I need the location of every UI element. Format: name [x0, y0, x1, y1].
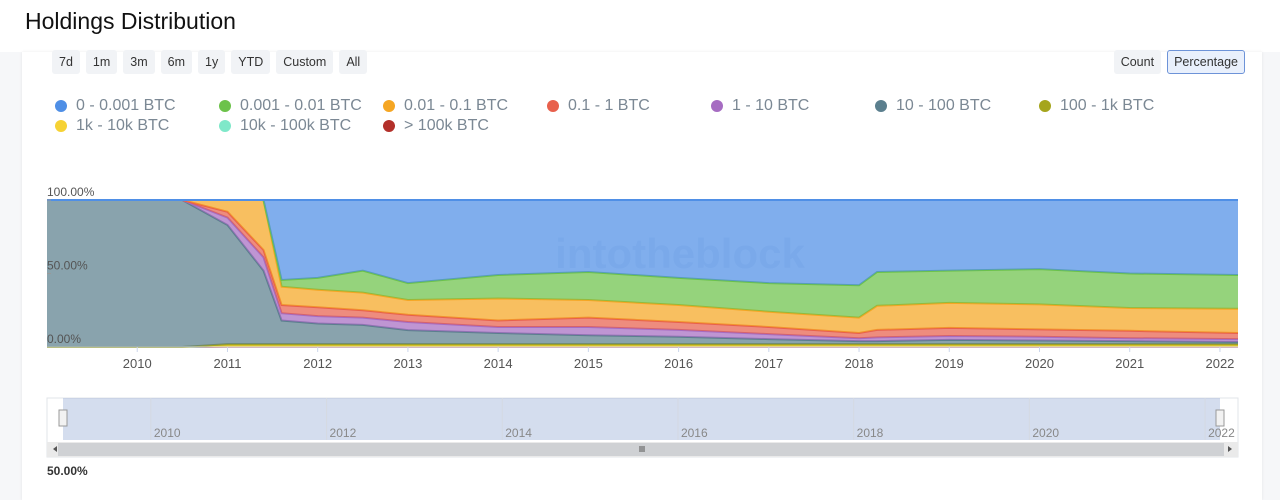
navigator-tick-label: 2020: [1032, 426, 1059, 440]
x-tick-label: 2022: [1205, 356, 1234, 371]
legend-item[interactable]: 0.1 - 1 BTC: [547, 97, 711, 115]
legend-item[interactable]: 100 - 1k BTC: [1039, 97, 1203, 115]
footer-label: 50.00%: [47, 464, 88, 478]
x-tick-label: 2021: [1115, 356, 1144, 371]
legend-item[interactable]: 10 - 100 BTC: [875, 97, 1039, 115]
scrollbar-grip: [639, 446, 645, 452]
legend-dot: [875, 100, 887, 112]
range-button[interactable]: 7d: [52, 50, 80, 74]
area: [47, 200, 1238, 347]
range-button[interactable]: 1y: [198, 50, 226, 74]
navigator-tick-label: 2010: [154, 426, 181, 440]
legend-dot: [55, 120, 67, 132]
navigator-handle-left[interactable]: [58, 409, 68, 427]
legend-dot: [383, 120, 395, 132]
navigator-tick-label: 2014: [505, 426, 532, 440]
x-tick-label: 2019: [935, 356, 964, 371]
legend-item[interactable]: 1k - 10k BTC: [55, 117, 219, 135]
legend-dot: [1039, 100, 1051, 112]
navigator-tick-label: 2012: [330, 426, 357, 440]
x-tick-label: 2017: [754, 356, 783, 371]
legend-item[interactable]: 0.001 - 0.01 BTC: [219, 97, 383, 115]
mode-button[interactable]: Percentage: [1167, 50, 1245, 74]
mode-buttons: Count Percentage: [1113, 50, 1245, 74]
x-tick-label: 2012: [303, 356, 332, 371]
legend-item[interactable]: > 100k BTC: [383, 117, 547, 135]
legend-dot: [55, 100, 67, 112]
legend-dot: [219, 120, 231, 132]
legend-dot: [547, 100, 559, 112]
x-tick-label: 2010: [123, 356, 152, 371]
legend-dot: [219, 100, 231, 112]
y-tick-label: 100.00%: [47, 185, 95, 199]
range-button[interactable]: YTD: [231, 50, 271, 74]
navigator-tick-label: 2018: [857, 426, 884, 440]
range-button[interactable]: 3m: [123, 50, 155, 74]
range-button[interactable]: 6m: [160, 50, 193, 74]
legend-label: 0.1 - 1 BTC: [568, 97, 650, 114]
x-tick-label: 2015: [574, 356, 603, 371]
range-buttons: 7d 1m 3m 6m 1y YTD Custom All: [52, 50, 368, 74]
area: [47, 200, 1238, 333]
navigator-tick-label: 2016: [681, 426, 708, 440]
x-tick-label: 2014: [484, 356, 513, 371]
y-tick-label: 0.00%: [47, 332, 81, 346]
range-button[interactable]: Custom: [276, 50, 334, 74]
top-bar: [0, 0, 1280, 52]
y-tick-label: 50.00%: [47, 259, 88, 273]
legend-item[interactable]: 1 - 10 BTC: [711, 97, 875, 115]
legend: 0 - 0.001 BTC 0.001 - 0.01 BTC 0.01 - 0.1 …: [55, 97, 1203, 135]
legend-label: 1 - 10 BTC: [732, 97, 810, 114]
x-tick-label: 2020: [1025, 356, 1054, 371]
legend-label: 0.01 - 0.1 BTC: [404, 97, 509, 114]
legend-item[interactable]: 0 - 0.001 BTC: [55, 97, 219, 115]
area: [47, 200, 1238, 286]
x-tick-label: 2011: [213, 356, 241, 371]
legend-label: 0 - 0.001 BTC: [76, 97, 176, 114]
legend-dot: [711, 100, 723, 112]
legend-item[interactable]: 0.01 - 0.1 BTC: [383, 97, 547, 115]
area: [47, 200, 1238, 318]
legend-dot: [383, 100, 395, 112]
navigator-selection: [63, 398, 1220, 440]
mode-button[interactable]: Count: [1113, 50, 1162, 74]
range-button[interactable]: All: [339, 50, 368, 74]
legend-item[interactable]: 10k - 100k BTC: [219, 117, 383, 135]
scrollbar-thumb[interactable]: [58, 443, 1224, 456]
legend-label: 10k - 100k BTC: [240, 117, 352, 134]
legend-label: > 100k BTC: [404, 117, 489, 134]
navigator-tick-label: 2022: [1208, 426, 1235, 440]
legend-label: 100 - 1k BTC: [1060, 97, 1155, 114]
legend-label: 10 - 100 BTC: [896, 97, 992, 114]
x-tick-label: 2018: [845, 356, 874, 371]
x-tick-label: 2016: [664, 356, 693, 371]
legend-label: 0.001 - 0.01 BTC: [240, 97, 362, 114]
page-title: Holdings Distribution: [25, 8, 236, 34]
x-tick-label: 2013: [393, 356, 422, 371]
navigator-handle-right[interactable]: [1215, 409, 1225, 427]
range-button[interactable]: 1m: [85, 50, 118, 74]
legend-label: 1k - 10k BTC: [76, 117, 170, 134]
plot-area: intotheblock: [47, 199, 1239, 348]
